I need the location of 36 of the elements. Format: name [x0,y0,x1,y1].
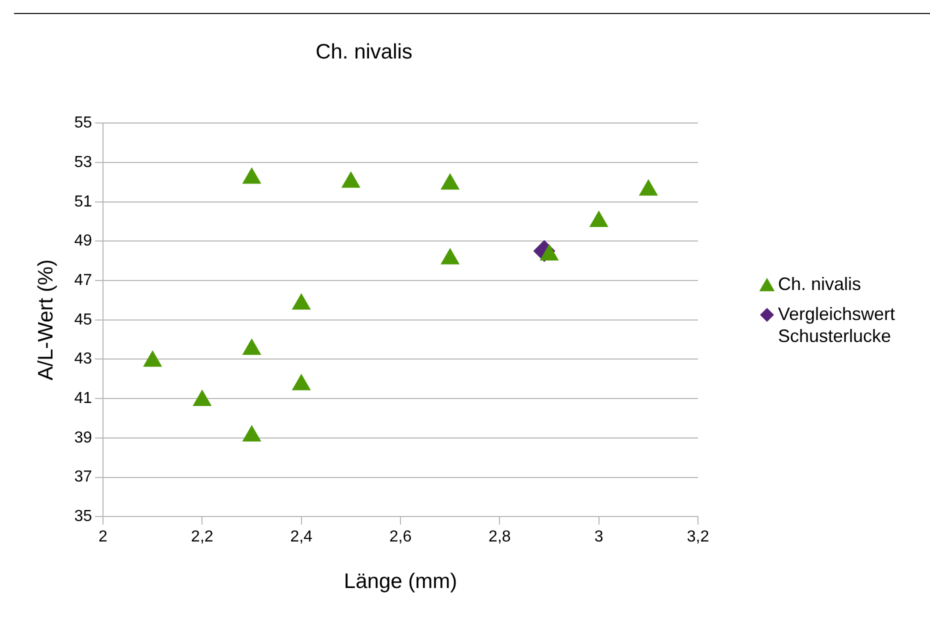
point [242,424,262,442]
y-tick-label: 55 [74,114,92,132]
x-tick-label: 3,2 [686,528,710,546]
point [589,210,608,228]
point [242,167,262,184]
y-tick-label: 41 [74,390,92,407]
y-tick-label: 53 [74,154,92,171]
legend-label: Vergleichswert Schusterlucke [778,304,896,346]
y-tick-label: 43 [74,350,92,368]
y-tick-label: 37 [74,468,92,486]
point [540,244,559,260]
x-tick-label: 2,4 [290,528,313,546]
point [341,171,360,188]
point [242,338,262,355]
x-tick-label: 2,2 [191,528,214,546]
y-tick-label: 45 [74,311,92,328]
x-tick-label: 2,8 [488,528,511,546]
y-tick-label: 35 [74,508,92,526]
y-tick-label: 49 [74,232,92,250]
point [292,293,311,310]
point [292,374,311,390]
y-axis-title: A/L-Wert (%) [34,259,58,380]
x-tick-label: 2 [98,528,108,546]
point [638,179,658,196]
chart-title: Ch. nivalis [316,40,412,64]
point [143,350,162,367]
x-tick-label: 2,6 [389,528,412,546]
y-tick-label: 39 [74,429,92,446]
y-tick-label: 51 [74,193,92,210]
y-tick-label: 47 [74,272,92,289]
x-tick-label: 3 [594,528,604,546]
x-axis-title: Länge (mm) [344,570,458,594]
point [440,173,460,190]
point [192,390,212,406]
point [440,248,460,264]
legend-label: Ch. nivalis [778,274,862,294]
